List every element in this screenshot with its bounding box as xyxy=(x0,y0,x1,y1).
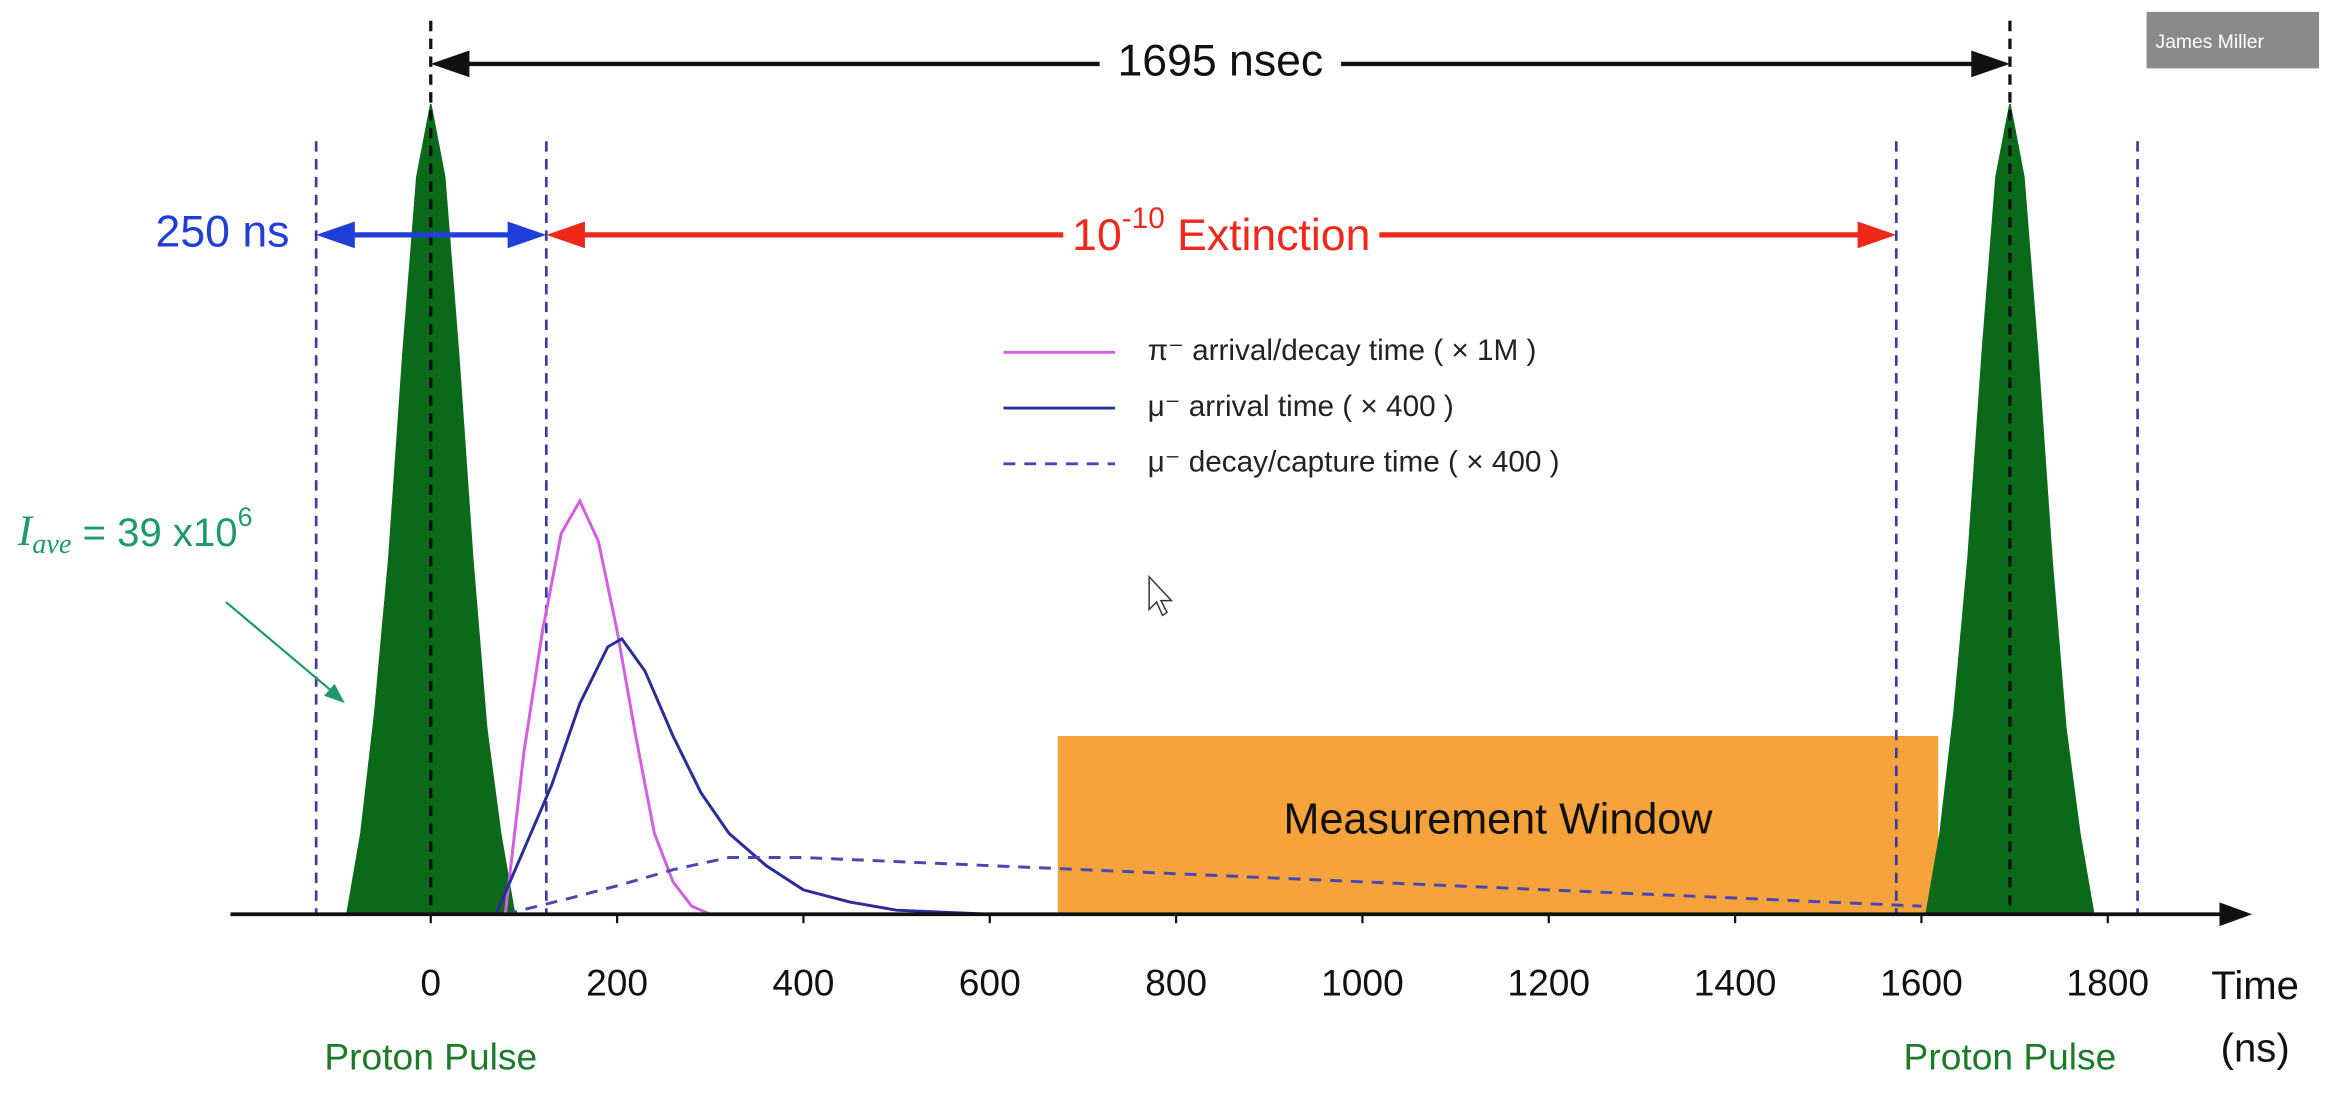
x-tick-label: 800 xyxy=(1145,961,1207,1003)
span-label: 10-10 Extinction xyxy=(1072,202,1370,260)
span-label-text: Extinction xyxy=(1165,211,1371,260)
legend-label: μ⁻ arrival time ( × 400 ) xyxy=(1148,390,1454,423)
cursor xyxy=(1148,574,1174,617)
legend-label: π⁻ arrival/decay time ( × 1M ) xyxy=(1148,334,1537,367)
window-label: Measurement Window xyxy=(1284,796,1714,844)
x-tick-label: 1600 xyxy=(1880,961,1963,1003)
pulse-label: Proton Pulse xyxy=(1904,1036,2117,1078)
annotation-arrow xyxy=(225,601,340,699)
annotation: Iave = 39 x106 xyxy=(17,502,253,561)
plot: Measurement Window Proton Pulse Proton Pul… xyxy=(156,20,2299,1078)
span-arrowhead xyxy=(546,221,585,249)
span-arrowhead xyxy=(430,50,470,78)
curve xyxy=(504,856,1922,916)
span-label-exponent: -10 xyxy=(1122,202,1165,235)
span-label-base: 10 xyxy=(1072,211,1122,260)
x-tick-label: 400 xyxy=(772,961,834,1003)
label-background xyxy=(1099,36,1342,86)
span-arrowhead xyxy=(507,221,547,249)
annotation-subscript: ave xyxy=(32,530,71,561)
curve xyxy=(494,636,990,916)
x-tick-label: 200 xyxy=(586,961,648,1003)
x-tick-label: 1000 xyxy=(1321,961,1404,1003)
x-axis-label: Time xyxy=(2211,963,2299,1008)
annotation-symbol: I xyxy=(17,508,35,555)
x-tick-label: 1200 xyxy=(1507,961,1590,1003)
x-axis-label: (ns) xyxy=(2221,1026,2290,1071)
span-arrowhead xyxy=(1971,50,2010,78)
x-tick-label: 0 xyxy=(420,961,441,1003)
span-arrowhead xyxy=(316,221,355,249)
legend-label: μ⁻ decay/capture time ( × 400 ) xyxy=(1148,446,1560,479)
curve xyxy=(503,497,711,916)
span-label: 250 ns xyxy=(156,208,290,257)
participant-name: James Miller xyxy=(2156,32,2265,53)
x-tick-label: 600 xyxy=(959,961,1021,1003)
x-tick-label: 1400 xyxy=(1694,961,1777,1003)
label-background xyxy=(1063,201,1380,260)
pulse-label: Proton Pulse xyxy=(324,1036,537,1078)
annotation-arrowhead xyxy=(324,683,345,704)
video-tile xyxy=(2146,11,2320,69)
span-arrowhead xyxy=(1857,221,1897,249)
annotation-text: = 39 x10 xyxy=(71,510,237,555)
x-tick-label: 1800 xyxy=(2066,961,2149,1003)
x-axis-arrow xyxy=(2219,902,2253,927)
measurement-window xyxy=(1057,735,1939,915)
span-label: 1695 nsec xyxy=(1117,37,1323,86)
annotation-superscript: 6 xyxy=(238,502,253,532)
